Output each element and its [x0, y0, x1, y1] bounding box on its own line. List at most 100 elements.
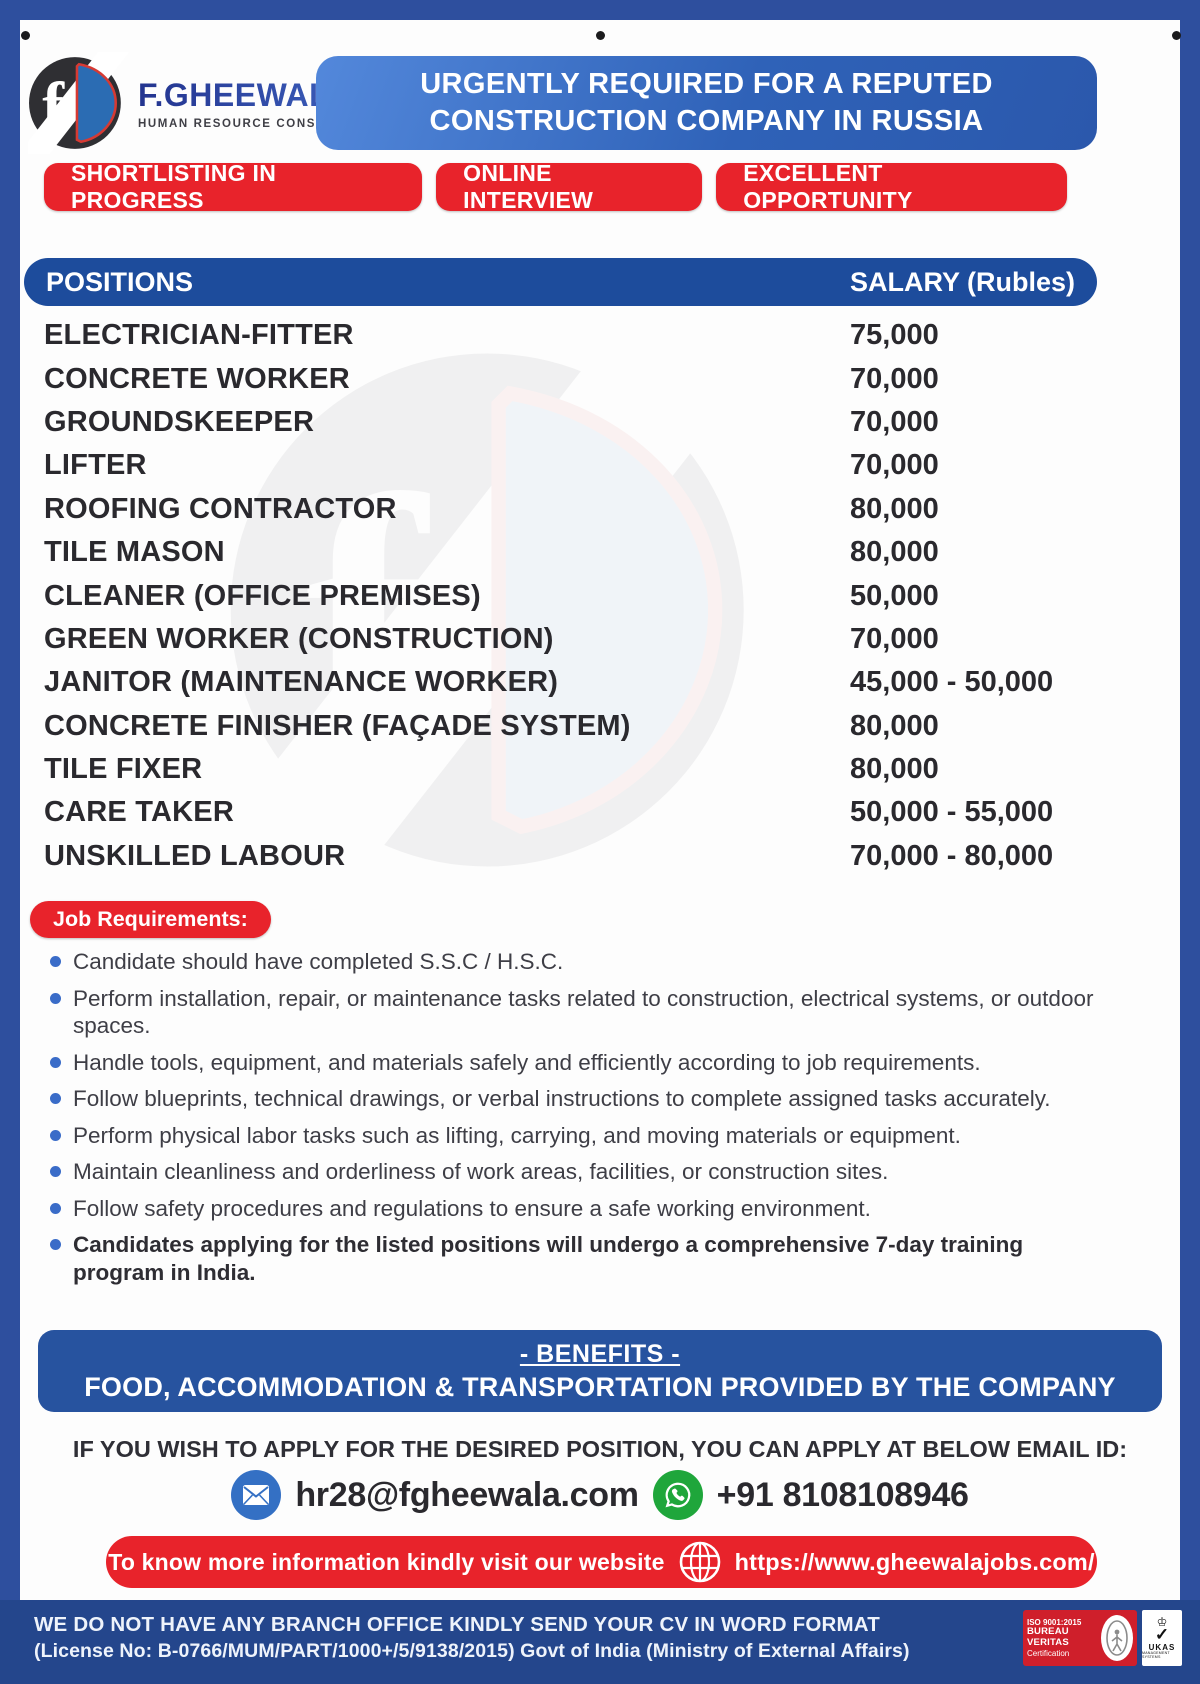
requirement-item: Follow safety procedures and regulations…: [48, 1195, 1100, 1223]
table-row: GREEN WORKER (CONSTRUCTION) 70,000: [44, 618, 1134, 661]
checkmark-icon: ✓: [1154, 1625, 1170, 1645]
website-url[interactable]: https://www.gheewalajobs.com/: [734, 1548, 1095, 1575]
table-row: JANITOR (MAINTENANCE WORKER) 45,000 - 50,…: [44, 661, 1134, 704]
salary-value: 45,000 - 50,000: [850, 666, 1054, 699]
requirement-item: Follow blueprints, technical drawings, o…: [48, 1085, 1100, 1113]
position-name: LIFTER: [44, 449, 147, 482]
bullet-dot-icon: [50, 1202, 61, 1214]
salary-value: 80,000: [850, 492, 939, 525]
bullet-dot-icon: [50, 1093, 61, 1104]
bullet-dot-icon: [50, 1239, 61, 1250]
bullet-dot-icon: [50, 956, 61, 967]
requirement-item: Handle tools, equipment, and materials s…: [48, 1049, 1100, 1077]
table-row: TILE FIXER 80,000: [44, 748, 1134, 791]
table-row: GROUNDSKEEPER 70,000: [44, 401, 1134, 444]
email-icon: [231, 1470, 282, 1520]
headline-banner: URGENTLY REQUIRED FOR A REPUTED CONSTRUC…: [316, 56, 1097, 150]
position-name: GROUNDSKEEPER: [44, 405, 315, 438]
svg-text:f: f: [42, 70, 65, 142]
position-name: CONCRETE FINISHER (FAÇADE SYSTEM): [44, 709, 631, 742]
ukas-label: UKAS: [1148, 1643, 1176, 1653]
crown-icon: ♔: [1156, 1615, 1168, 1630]
requirements-list: Candidate should have completed S.S.C / …: [48, 948, 1100, 1295]
position-name: CLEANER (OFFICE PREMISES): [44, 579, 481, 612]
column-positions: POSITIONS: [46, 266, 194, 297]
salary-value: 75,000: [850, 319, 939, 352]
salary-value: 50,000: [850, 579, 939, 612]
badge-row: SHORTLISTING IN PROGRESS ONLINE INTERVIE…: [44, 160, 1067, 213]
footer: WE DO NOT HAVE ANY BRANCH OFFICE KINDLY …: [0, 1600, 1200, 1684]
badge-excellent-opportunity: EXCELLENT OPPORTUNITY: [716, 160, 1067, 213]
position-name: TILE FIXER: [44, 753, 203, 786]
pin-dot: [21, 31, 30, 40]
salary-value: 80,000: [850, 753, 939, 786]
bureau-veritas-label: BUREAU VERITAS: [1027, 1626, 1069, 1648]
apply-instruction: IF YOU WISH TO APPLY FOR THE DESIRED POS…: [72, 1436, 1128, 1462]
footer-line2: (License No: B-0766/MUM/PART/1000+/5/913…: [34, 1640, 910, 1662]
column-salary: SALARY (Rubles): [849, 266, 1075, 297]
bullet-dot-icon: [50, 1166, 61, 1177]
salary-value: 70,000 - 80,000: [850, 839, 1054, 872]
badge-online-interview: ONLINE INTERVIEW: [436, 160, 703, 213]
bullet-dot-icon: [50, 992, 61, 1004]
table-header: POSITIONS SALARY (Rubles): [24, 258, 1097, 306]
position-name: ELECTRICIAN-FITTER: [44, 319, 354, 352]
position-name: JANITOR (MAINTENANCE WORKER): [44, 666, 559, 699]
phone-link[interactable]: +91 8108108946: [716, 1475, 969, 1514]
certification-label: Certification: [1027, 1648, 1070, 1658]
logo-watermark: f: [225, 325, 792, 895]
requirement-item: Candidate should have completed S.S.C / …: [48, 948, 1100, 976]
salary-value: 50,000 - 55,000: [850, 796, 1054, 829]
requirement-item: Perform installation, repair, or mainten…: [48, 985, 1100, 1040]
salary-value: 70,000: [850, 449, 939, 482]
benefits-text: FOOD, ACCOMMODATION & TRANSPORTATION PRO…: [84, 1371, 1116, 1402]
table-row: CARE TAKER 50,000 - 55,000: [44, 791, 1134, 834]
salary-value: 70,000: [850, 362, 939, 395]
contact-row: hr28@fgheewala.com +91 8108108946: [0, 1470, 1200, 1520]
benefits-banner: - BENEFITS - FOOD, ACCOMMODATION & TRANS…: [38, 1330, 1162, 1412]
requirement-item: Candidates applying for the listed posit…: [48, 1231, 1100, 1286]
position-name: UNSKILLED LABOUR: [44, 839, 346, 872]
bullet-dot-icon: [50, 1129, 61, 1141]
certification-logos: ISO 9001:2015 BUREAU VERITAS Certificati…: [1023, 1610, 1182, 1666]
bureau-veritas-badge: ISO 9001:2015 BUREAU VERITAS Certificati…: [1023, 1610, 1137, 1666]
salary-value: 70,000: [850, 622, 939, 655]
table-row: LIFTER 70,000: [44, 444, 1134, 487]
pin-dot: [596, 31, 605, 40]
website-banner: To know more information kindly visit ou…: [106, 1536, 1097, 1588]
logo-mark-icon: f: [28, 52, 130, 154]
website-label: To know more information kindly visit ou…: [108, 1548, 665, 1575]
pin-dot: [1172, 31, 1181, 40]
position-name: TILE MASON: [44, 536, 225, 569]
salary-value: 80,000: [850, 709, 939, 742]
table-row: CLEANER (OFFICE PREMISES) 50,000: [44, 574, 1134, 617]
position-name: CONCRETE WORKER: [44, 362, 350, 395]
position-name: CARE TAKER: [44, 796, 234, 829]
position-name: GREEN WORKER (CONSTRUCTION): [44, 622, 554, 655]
job-requirements-badge: Job Requirements:: [30, 901, 271, 938]
benefits-title: - BENEFITS -: [519, 1339, 681, 1368]
email-link[interactable]: hr28@fgheewala.com: [295, 1475, 639, 1514]
table-row: CONCRETE WORKER 70,000: [44, 357, 1134, 400]
table-row: ROOFING CONTRACTOR 80,000: [44, 488, 1134, 531]
table-row: TILE MASON 80,000: [44, 531, 1134, 574]
requirement-item: Maintain cleanliness and orderliness of …: [48, 1158, 1100, 1186]
table-row: ELECTRICIAN-FITTER 75,000: [44, 314, 1134, 357]
svg-text:f: f: [305, 422, 430, 826]
table-row: UNSKILLED LABOUR 70,000 - 80,000: [44, 835, 1134, 878]
ukas-sub-label: MANAGEMENT SYSTEMS: [1142, 1651, 1170, 1659]
globe-icon: [678, 1540, 722, 1584]
whatsapp-icon: [652, 1470, 703, 1520]
iso-label: ISO 9001:2015: [1027, 1617, 1082, 1627]
headline-line2: CONSTRUCTION COMPANY IN RUSSIA: [429, 105, 984, 137]
ukas-badge: ♔ ✓ UKAS MANAGEMENT SYSTEMS: [1142, 1610, 1182, 1666]
bullet-dot-icon: [50, 1056, 61, 1068]
salary-value: 80,000: [850, 536, 939, 569]
table-row: CONCRETE FINISHER (FAÇADE SYSTEM) 80,000: [44, 705, 1134, 748]
bureau-veritas-seal-icon: [1101, 1615, 1133, 1661]
positions-table: ELECTRICIAN-FITTER 75,000 CONCRETE WORKER…: [44, 314, 1134, 878]
salary-value: 70,000: [850, 405, 939, 438]
requirement-item: Perform physical labor tasks such as lif…: [48, 1122, 1100, 1150]
footer-line1: WE DO NOT HAVE ANY BRANCH OFFICE KINDLY …: [34, 1613, 880, 1636]
